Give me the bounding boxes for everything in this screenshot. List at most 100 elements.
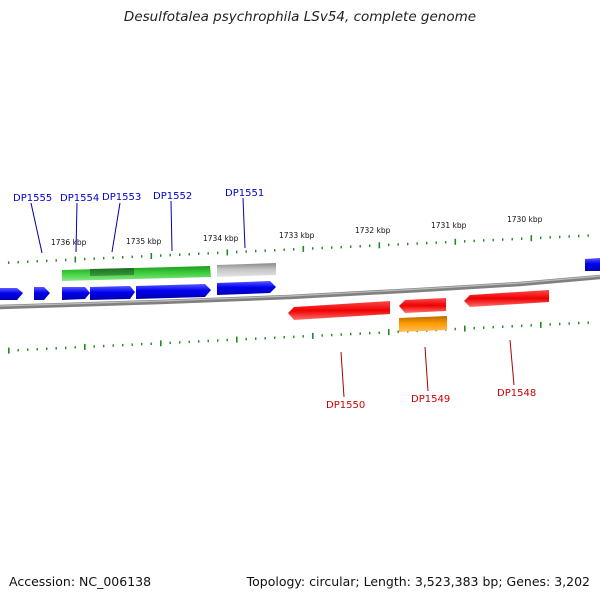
gene-arrow-forward-4[interactable]: [90, 286, 135, 300]
scale-tick-top-41: [397, 243, 399, 246]
scale-tick-bottom-11: [112, 344, 114, 347]
gene-arrow-reverse-3[interactable]: [464, 290, 549, 307]
scale-tick-bottom-33: [321, 334, 323, 337]
scale-tick-top-58: [559, 235, 561, 239]
scale-label-1732: 1732 kbp: [355, 226, 391, 235]
scale-tick-top-53: [511, 237, 513, 241]
scale-tick-bottom-1: [17, 348, 19, 352]
scale-tick-bottom-6: [65, 346, 67, 350]
scale-tick-top-16: [160, 254, 162, 257]
scale-tick-top-21: [207, 252, 209, 255]
genome-backbone: [0, 274, 600, 310]
scale-tick-top-33: [321, 246, 323, 250]
gene-arrow-reverse-1[interactable]: [288, 301, 390, 320]
accession-label: Accession: NC_006138: [9, 574, 152, 589]
scale-tick-bottom-2: [27, 348, 29, 351]
scale-label-1736: 1736 kbp: [51, 238, 87, 247]
scale-tick-top-19: [188, 253, 190, 256]
forward-label-leaders: [30, 197, 246, 254]
gene-label-dp1552[interactable]: DP1552: [153, 191, 192, 202]
scale-tick-bottom-24: [236, 336, 238, 343]
scale-tick-bottom-55: [530, 324, 532, 327]
reverse-label-leaders: [340, 339, 515, 398]
scale-tick-bottom-27: [264, 337, 266, 340]
scale-tick-bottom-61: [587, 321, 589, 324]
scale-tick-bottom-53: [511, 325, 513, 328]
scale-tick-top-14: [141, 255, 143, 258]
scale-tick-top-48: [464, 240, 466, 243]
scale-tick-top-51: [492, 238, 494, 242]
scale-tick-bottom-58: [559, 322, 561, 326]
scale-tick-bottom-47: [454, 327, 456, 331]
genome-summary: Topology: circular; Length: 3,523,383 bp…: [246, 574, 590, 589]
gene-arrow-forward-6[interactable]: [217, 281, 276, 295]
scale-tick-bottom-19: [188, 340, 190, 344]
gene-label-dp1553[interactable]: DP1553: [102, 192, 141, 203]
scale-tick-bottom-26: [255, 337, 257, 340]
scale-tick-bottom-48: [464, 325, 466, 332]
scale-label-1734: 1734 kbp: [203, 234, 239, 243]
scale-tick-bottom-60: [578, 321, 580, 325]
leader-dp1549: [424, 346, 429, 392]
leader-dp1550: [340, 351, 345, 398]
leader-dp1551: [242, 197, 246, 249]
scale-tick-top-49: [473, 239, 475, 243]
scale-tick-top-35: [340, 245, 342, 249]
scale-tick-top-50: [483, 239, 485, 242]
gene-arrow-forward-7[interactable]: [585, 258, 600, 271]
scale-tick-bottom-28: [274, 336, 276, 339]
gene-label-dp1551[interactable]: DP1551: [225, 188, 264, 199]
gene-arrow-forward-1[interactable]: [0, 288, 23, 300]
gene-label-dp1555[interactable]: DP1555: [13, 193, 52, 204]
gray-feature-bar[interactable]: [217, 263, 276, 277]
gene-arrow-forward-5[interactable]: [136, 284, 211, 299]
scale-tick-bottom-31: [302, 335, 304, 338]
scale-tick-top-5: [55, 259, 57, 262]
scale-tick-top-8: [84, 257, 86, 261]
green-feature-highlight[interactable]: [90, 268, 134, 276]
scale-tick-bottom-40: [388, 329, 390, 336]
scale-tick-bottom-5: [55, 347, 57, 350]
scale-tick-top-61: [587, 234, 589, 237]
scale-tick-bottom-0: [8, 347, 10, 354]
scale-tick-bottom-41: [397, 330, 399, 333]
leader-dp1548: [509, 339, 515, 386]
scale-label-1730: 1730 kbp: [507, 215, 543, 224]
gene-arrow-reverse-2[interactable]: [399, 298, 446, 313]
scale-tick-top-20: [198, 252, 200, 255]
scale-tick-top-47: [454, 238, 457, 245]
scale-tick-top-43: [416, 242, 418, 245]
scale-tick-bottom-32: [312, 332, 314, 339]
scale-tick-bottom-20: [198, 340, 200, 343]
orange-feature-bar[interactable]: [399, 316, 447, 332]
scale-tick-top-4: [46, 259, 48, 263]
gene-arrow-forward-2[interactable]: [34, 287, 50, 300]
gene-label-dp1554[interactable]: DP1554: [60, 193, 99, 204]
scale-tick-bottom-36: [350, 332, 352, 336]
scale-tick-top-9: [93, 257, 95, 260]
scale-tick-top-17: [169, 253, 171, 257]
scale-tick-bottom-4: [46, 347, 48, 350]
scale-tick-bottom-50: [483, 326, 485, 329]
scale-tick-top-38: [369, 244, 371, 247]
gene-label-dp1548[interactable]: DP1548: [497, 388, 536, 399]
scale-tick-bottom-12: [122, 343, 124, 347]
gene-label-dp1549[interactable]: DP1549: [411, 394, 450, 405]
gene-arrow-forward-3[interactable]: [62, 287, 90, 300]
scale-tick-top-39: [378, 242, 381, 249]
scale-tick-top-56: [540, 236, 542, 240]
scale-tick-bottom-38: [369, 331, 371, 335]
scale-tick-top-52: [502, 238, 504, 241]
scale-labels: 1736 kbp 1735 kbp 1734 kbp 1733 kbp 1732…: [51, 215, 543, 247]
scale-track-top: [8, 234, 589, 264]
scale-tick-top-0: [8, 261, 10, 264]
scale-tick-bottom-17: [169, 341, 171, 345]
scale-tick-top-7: [74, 256, 77, 263]
green-feature-bar[interactable]: [62, 266, 211, 281]
gene-label-dp1550[interactable]: DP1550: [326, 400, 365, 411]
scale-tick-bottom-13: [131, 343, 133, 346]
scale-tick-bottom-7: [74, 346, 76, 349]
scale-tick-top-40: [388, 243, 390, 247]
scale-tick-top-31: [302, 245, 305, 252]
